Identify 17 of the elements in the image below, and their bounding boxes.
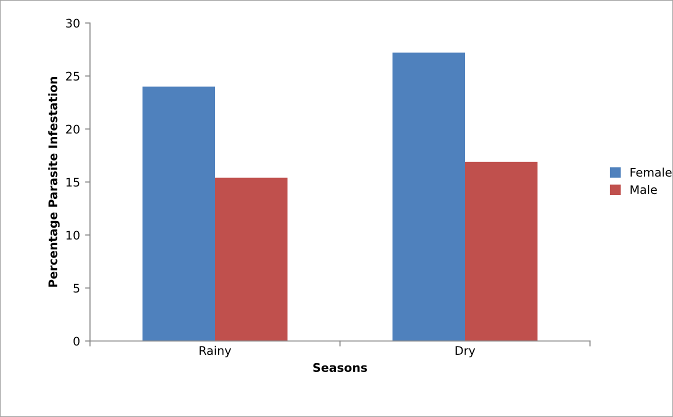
x-tick-label: Dry <box>456 346 476 358</box>
legend-label: Male <box>630 184 657 194</box>
legend-label: Female <box>630 168 672 177</box>
y-tick-label: 15 <box>66 178 80 187</box>
bar <box>465 162 538 341</box>
x-axis-title: Seasons <box>313 363 367 372</box>
y-axis-title: Percentage Parasite Infestation <box>48 77 60 287</box>
y-tick-label: 30 <box>66 18 80 28</box>
bar <box>215 178 288 341</box>
bar <box>392 52 465 341</box>
y-tick-label: 0 <box>74 336 80 346</box>
y-tick-label: 25 <box>66 72 80 81</box>
y-tick-label: 5 <box>74 284 80 293</box>
x-tick-label: Rainy <box>200 346 232 358</box>
y-tick-label: 20 <box>66 124 80 134</box>
y-tick-label: 10 <box>66 230 80 240</box>
bar <box>142 86 215 341</box>
